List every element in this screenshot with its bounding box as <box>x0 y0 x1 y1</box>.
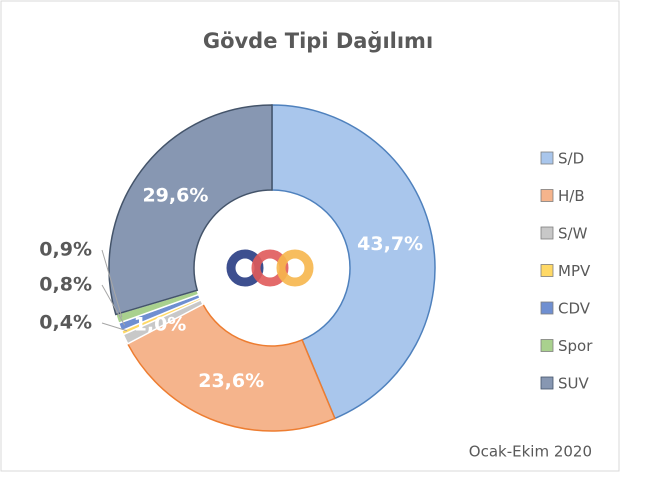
legend-swatch <box>540 376 554 390</box>
donut-slice <box>271 104 436 420</box>
data-label: 0,4% <box>39 312 92 334</box>
leader-line <box>101 322 128 332</box>
chart-title: Gövde Tipi Dağılımı <box>203 29 433 53</box>
legend-swatch <box>540 301 554 315</box>
legend-swatch <box>540 226 554 240</box>
donut-slice <box>108 104 273 316</box>
legend-label: CDV <box>558 300 591 318</box>
data-label: 0,9% <box>39 239 92 261</box>
donut-slice <box>126 303 336 432</box>
data-label: 43,7% <box>357 233 423 255</box>
legend-swatch <box>540 151 554 165</box>
data-label: 0,8% <box>39 274 92 296</box>
leader-line <box>101 249 123 318</box>
legend-label: MPV <box>558 262 591 280</box>
data-label: 23,6% <box>198 370 264 392</box>
legend-swatch <box>540 339 554 352</box>
legend-label: Spor <box>558 337 593 355</box>
legend-swatch <box>540 189 554 202</box>
legend-label: H/B <box>558 187 585 205</box>
data-label: 1,0% <box>134 314 187 336</box>
leader-line <box>101 284 126 326</box>
legend-label: SUV <box>558 375 590 393</box>
legend-label: S/D <box>558 150 584 168</box>
legend-swatch <box>540 264 554 277</box>
annotation: Ocak-Ekim 2020 <box>469 443 592 461</box>
data-label: 29,6% <box>142 184 208 206</box>
legend-label: S/W <box>558 225 588 243</box>
center-logo <box>226 249 314 287</box>
logo-ring <box>276 249 314 287</box>
